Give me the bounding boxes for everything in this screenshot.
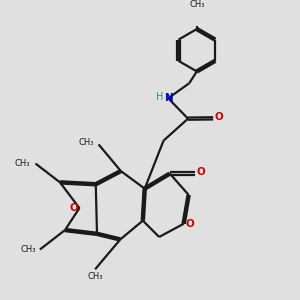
Text: O: O bbox=[69, 203, 78, 213]
Text: CH₃: CH₃ bbox=[79, 139, 94, 148]
Text: O: O bbox=[215, 112, 224, 122]
Text: CH₃: CH₃ bbox=[15, 159, 30, 168]
Text: O: O bbox=[185, 219, 194, 229]
Text: CH₃: CH₃ bbox=[87, 272, 103, 280]
Text: CH₃: CH₃ bbox=[20, 245, 36, 254]
Text: O: O bbox=[196, 167, 205, 177]
Text: N: N bbox=[165, 93, 174, 103]
Text: H: H bbox=[156, 92, 164, 102]
Text: CH₃: CH₃ bbox=[189, 0, 205, 9]
